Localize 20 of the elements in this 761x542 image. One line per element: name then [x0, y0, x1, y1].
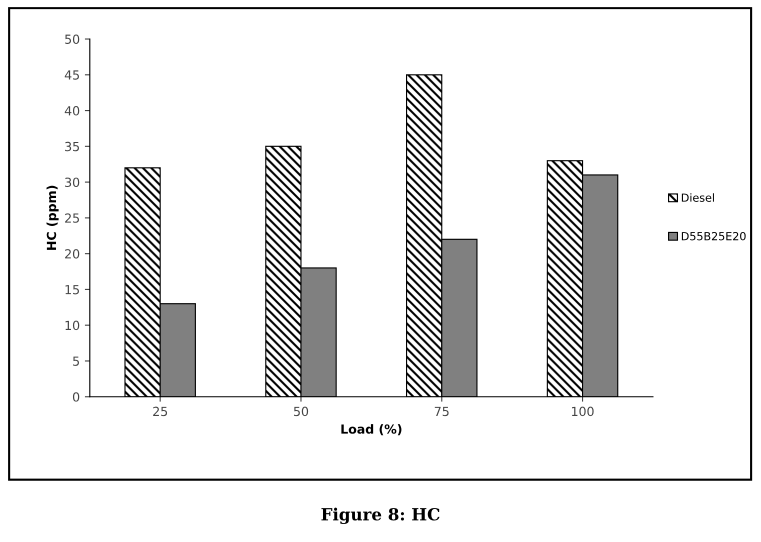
caption: Figure 8: HC	[321, 508, 440, 524]
y-tick-label: 10	[66, 320, 80, 330]
x-tick-label: 25	[153, 406, 168, 416]
y-tick-label: 30	[65, 178, 80, 188]
y-axis-title: HC (ppm)	[46, 186, 59, 250]
y-tick-label: 45	[64, 70, 79, 80]
y-tick-label: 40	[64, 106, 80, 116]
y-tick-label: 25	[65, 213, 79, 223]
x-tick-label: 50	[294, 406, 308, 416]
y-tick-label: 50	[65, 34, 80, 44]
y-tick-label: 35	[65, 142, 79, 152]
y-tick-label: 5	[73, 356, 79, 366]
legend-label: Diesel	[682, 193, 714, 202]
x-axis-title: Load (%)	[341, 424, 402, 436]
legend-label: D55B25E20	[682, 232, 746, 240]
x-tick-label: 100	[572, 406, 594, 416]
y-tick-label: 15	[66, 285, 79, 294]
y-tick-label: 20	[65, 249, 80, 259]
y-tick-label: 0	[72, 392, 80, 402]
x-tick-label: 75	[434, 406, 449, 416]
